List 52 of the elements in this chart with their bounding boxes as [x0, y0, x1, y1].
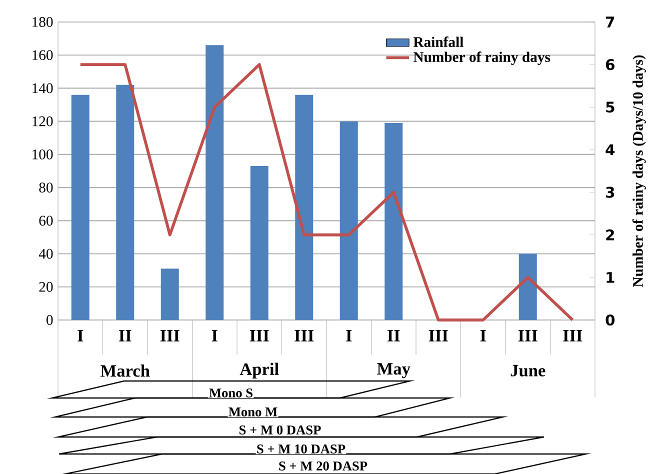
x-tick-label: III [250, 330, 269, 342]
x-tick-label: I [78, 330, 84, 342]
x-tick-label: III [160, 330, 180, 342]
y2-tick-label: 3 [606, 186, 614, 198]
y2-tick-label: 4 [606, 144, 615, 156]
text: S + M 0 DASP [240, 425, 321, 434]
line-series [78, 63, 574, 322]
y-tick-label: 60 [39, 216, 53, 226]
y-tick-label: 80 [39, 182, 53, 192]
x-tick-label: III [428, 330, 448, 342]
y-tick-label: 160 [32, 50, 53, 60]
text: Mono M [228, 408, 278, 416]
y-tick-label: 120 [32, 116, 53, 126]
text: S + M 10 DASP [257, 444, 346, 454]
legend-label: Number of rainy days [413, 52, 550, 66]
y2-tick-label: 7 [606, 16, 614, 28]
y2-tick-label: 5 [606, 102, 614, 113]
y2-tick-label: 0 [606, 314, 615, 326]
bar [340, 121, 358, 320]
y-tick-label: 180 [32, 17, 53, 27]
text: S + M 20 DASP [279, 461, 368, 470]
x-tick-label: I [480, 330, 486, 342]
bar [295, 94, 314, 320]
y-tick-label: 0 [46, 315, 53, 325]
bar [250, 166, 268, 320]
x-tick-label: III [563, 330, 582, 342]
x-tick-label: I [212, 330, 218, 342]
y2-tick-label: 2 [606, 229, 614, 240]
text: April [240, 362, 279, 378]
bar [518, 254, 537, 320]
y-tick-label: 20 [39, 282, 53, 292]
bar [116, 84, 134, 320]
y2-tick-label: 6 [606, 59, 614, 70]
y-tick-label: 100 [32, 149, 53, 160]
x-tick-label: II [387, 330, 400, 342]
text: Mono S [209, 388, 252, 398]
y2-tick-label: 1 [606, 272, 614, 283]
bar [71, 94, 90, 320]
x-tick-label: I [346, 330, 352, 342]
legend-label: Rainfall [413, 36, 464, 48]
x-tick-label: II [118, 330, 132, 342]
x-tick-label: III [294, 330, 314, 342]
bar [384, 122, 403, 320]
bar [206, 45, 224, 320]
text: May [377, 363, 410, 378]
y2-axis-title: Number of rainy days (Days/10 days) [632, 55, 646, 288]
text: March [100, 364, 150, 377]
text: June [510, 364, 546, 376]
x-tick-label: III [518, 330, 538, 342]
y-tick-label: 140 [32, 83, 53, 94]
y-tick-label: 40 [38, 248, 53, 259]
bar [160, 268, 179, 320]
